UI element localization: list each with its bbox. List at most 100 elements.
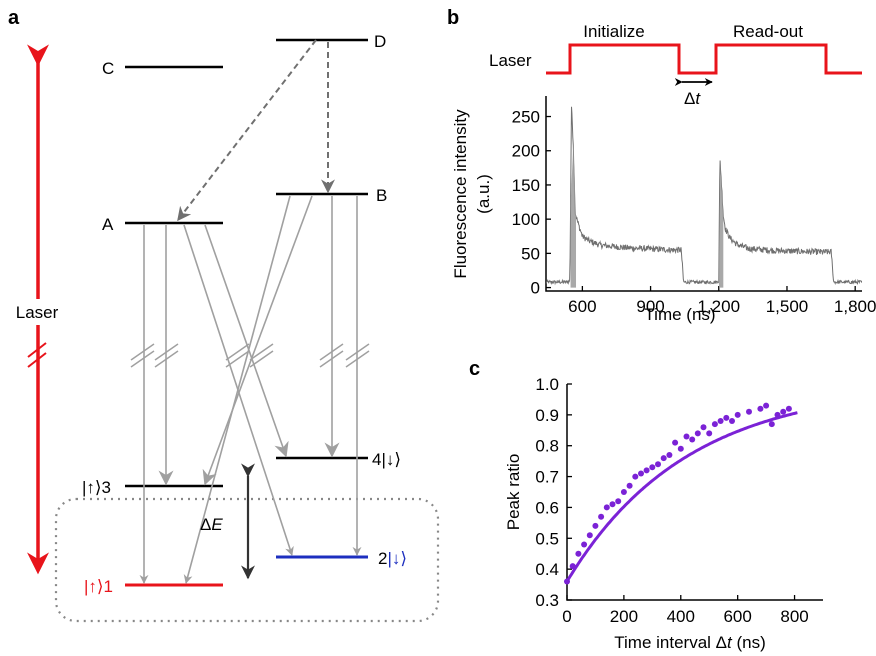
data-point (717, 418, 724, 424)
panel-c-ytick-label: 0.4 (535, 560, 559, 579)
panel-b-xtick-label: 1,500 (766, 297, 809, 316)
laser-label: Laser (16, 303, 59, 322)
panel-c-xtick-label: 400 (667, 607, 695, 626)
laser-break-mark-1 (27, 342, 47, 358)
transition-b-to-1 (183, 195, 291, 584)
level-a-label: A (102, 215, 114, 234)
panel-b-ytick-label: 150 (512, 176, 540, 195)
level-2-label: 2|↓⟩ (378, 549, 407, 568)
data-point (734, 411, 741, 418)
level-c-label: C (102, 59, 114, 78)
panel-c-xtick-label: 0 (562, 607, 571, 626)
level-3-label: |↑⟩3 (82, 478, 111, 497)
data-point (689, 436, 696, 443)
initialize-label: Initialize (583, 22, 644, 41)
data-point (757, 405, 764, 412)
panel-b-xlabel: Time (ns) (644, 305, 715, 324)
panel-c-fit (565, 411, 798, 583)
data-point (603, 504, 610, 511)
data-point (706, 430, 713, 437)
data-point (586, 532, 593, 539)
level-4-label: 4|↓⟩ (372, 450, 401, 469)
panel-c-xtick-label: 200 (610, 607, 638, 626)
panel-b-xtick-label: 600 (568, 297, 596, 316)
data-point (643, 467, 650, 474)
data-point (655, 461, 661, 468)
panel-b-ytick-label: 0 (531, 279, 540, 298)
panel-b: b Laser Initialize Read-out Δt 600 900 1,2… (447, 7, 876, 324)
data-point (632, 473, 639, 480)
peak-shading (570, 143, 577, 288)
panel-c-points (564, 402, 792, 585)
data-point (677, 445, 684, 452)
panel-c-xtick-label: 800 (780, 607, 808, 626)
panel-c-ytick-label: 0.9 (535, 406, 559, 425)
panel-b-xtick-label: 900 (636, 297, 664, 316)
data-point (694, 430, 701, 437)
data-point (626, 482, 633, 489)
data-point (785, 405, 792, 412)
delta-t-label: Δt (684, 89, 701, 108)
level-b-label: B (376, 186, 387, 205)
data-point (729, 418, 735, 424)
data-point (564, 578, 570, 585)
panel-c-xtick-label: 600 (723, 607, 751, 626)
laser-label-backdrop (5, 299, 69, 325)
data-point (780, 408, 787, 415)
ground-manifold-box (54, 497, 440, 623)
data-point (569, 563, 576, 570)
panel-b-label: b (447, 7, 459, 29)
data-point (683, 433, 690, 440)
panel-a-label: a (8, 7, 20, 29)
laser-pulse-sequence (546, 43, 862, 75)
data-point (592, 522, 599, 529)
panel-a: a Laser C D A B |↑⟩3 4|↓⟩ |↑⟩1 2|↓⟩ (5, 7, 440, 623)
panel-b-ytick-label: 100 (512, 210, 540, 229)
data-point (615, 498, 622, 505)
optical-transitions (139, 195, 362, 584)
data-point (638, 470, 644, 477)
transition-a-to-4 (204, 224, 289, 458)
panel-c-label: c (469, 358, 480, 380)
panel-b-xtick-label: 1,800 (834, 297, 876, 316)
panel-b-ytick-label: 200 (512, 142, 540, 161)
panel-c-ylabel: Peak ratio (504, 454, 523, 531)
panel-b-xtick-label: 1,200 (698, 297, 741, 316)
data-point (672, 439, 679, 446)
data-point (598, 513, 605, 520)
data-point (711, 421, 718, 428)
level-1-ket: |↑⟩1 (84, 577, 113, 596)
readout-label: Read-out (733, 22, 803, 41)
transition-b-to-3 (202, 195, 313, 486)
data-point (723, 414, 730, 421)
panel-b-ticks: 600 900 1,200 1,500 1,800 0 50 100 150 200 250 (512, 108, 876, 316)
data-point (746, 408, 752, 415)
panel-c-ytick-label: 1.0 (535, 375, 559, 394)
laser-pulse-label: Laser (489, 51, 532, 70)
fit-curve (565, 411, 798, 583)
data-point (660, 455, 667, 462)
panel-b-ytick-label: 250 (512, 108, 540, 127)
dashed-arrow-d-to-a (177, 39, 317, 222)
fluorescence-trace (546, 106, 862, 286)
panel-b-ylabel-line-2: (a.u.) (474, 174, 493, 214)
data-point (763, 402, 770, 409)
data-point (649, 464, 656, 471)
data-point (581, 541, 588, 548)
data-point (620, 489, 627, 495)
panel-c: c 0 200 400 600 8000.30.40.50.60.70.80.91.0 … (469, 358, 823, 652)
level-d-label: D (374, 32, 386, 51)
peak-shading (719, 165, 724, 288)
data-point (609, 501, 616, 508)
panel-b-axes (545, 96, 862, 292)
panel-c-ytick-label: 0.6 (535, 498, 559, 517)
data-point (768, 421, 775, 428)
panel-c-ytick-label: 0.5 (535, 529, 559, 548)
panel-c-ytick-label: 0.7 (535, 468, 559, 487)
panel-b-trace (546, 106, 862, 288)
panel-c-xlabel: Time interval Δt (ns) (614, 633, 766, 652)
data-point (700, 424, 707, 431)
data-point (774, 411, 781, 418)
data-point (666, 452, 673, 458)
